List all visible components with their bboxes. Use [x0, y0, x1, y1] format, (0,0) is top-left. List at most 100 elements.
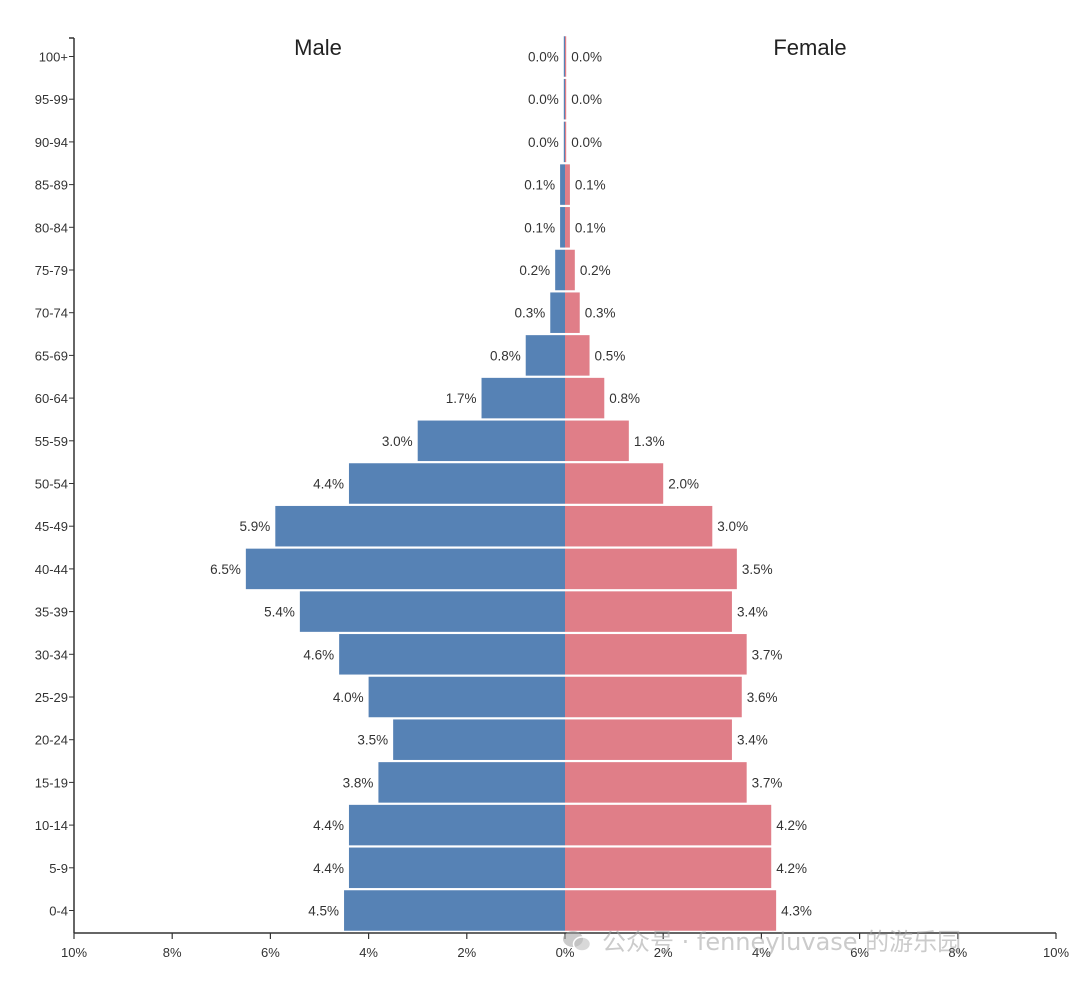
y-tick-label: 55-59 [35, 434, 68, 449]
female-bar-20-24 [565, 719, 732, 760]
female-value-label: 0.2% [580, 263, 611, 278]
male-bar-75-79 [555, 249, 565, 291]
male-value-label: 5.9% [240, 519, 271, 534]
y-tick-label: 70-74 [35, 306, 68, 321]
female-bar-45-49 [565, 505, 713, 547]
male-bar-30-34 [339, 634, 565, 675]
female-bar-15-19 [565, 762, 747, 803]
y-tick-label: 35-39 [35, 605, 68, 620]
female-value-label: 3.0% [717, 519, 748, 534]
male-bar-85-89 [560, 164, 565, 205]
x-tick-label: 8% [948, 945, 967, 960]
y-tick-label: 30-34 [35, 647, 68, 662]
male-bar-0-4 [344, 890, 565, 931]
male-bar-25-29 [368, 676, 565, 718]
x-tick-label: 8% [163, 945, 182, 960]
male-bar-35-39 [299, 591, 565, 632]
x-tick-label: 10% [61, 945, 87, 960]
male-bar-90-94 [563, 121, 565, 163]
x-tick-label: 4% [752, 945, 771, 960]
male-bar-95-99 [563, 78, 565, 120]
male-value-label: 0.0% [528, 50, 559, 65]
y-tick-label: 20-24 [35, 733, 68, 748]
female-value-label: 3.6% [747, 690, 778, 705]
bars-group [245, 36, 777, 931]
y-tick-label: 40-44 [35, 562, 68, 577]
x-tick-label: 4% [359, 945, 378, 960]
male-value-label: 4.4% [313, 861, 344, 876]
male-title: Male [294, 35, 342, 60]
male-value-label: 3.0% [382, 434, 413, 449]
female-value-label: 3.4% [737, 733, 768, 748]
female-bar-80-84 [565, 207, 570, 248]
male-value-label: 3.8% [343, 775, 374, 790]
y-tick-label: 60-64 [35, 391, 68, 406]
male-bar-15-19 [378, 762, 565, 803]
female-bar-50-54 [565, 463, 664, 504]
male-bar-70-74 [550, 292, 565, 333]
female-value-label: 3.7% [752, 647, 783, 662]
female-value-label: 1.3% [634, 434, 665, 449]
x-tick-label: 2% [654, 945, 673, 960]
y-tick-label: 5-9 [49, 861, 68, 876]
female-bar-85-89 [565, 164, 570, 205]
x-tick-label: 0% [556, 945, 575, 960]
male-bar-20-24 [393, 719, 565, 760]
male-bar-50-54 [348, 463, 565, 504]
male-bar-40-44 [245, 548, 565, 590]
female-bar-100+ [565, 36, 567, 77]
y-axis: 0-4 5-9 10-14 15-19 20-24 25-29 30-34 35-39 40-4… [35, 37, 75, 933]
male-value-label: 4.0% [333, 690, 364, 705]
male-bar-80-84 [560, 207, 565, 248]
male-value-label: 0.2% [519, 263, 550, 278]
y-tick-label: 100+ [39, 50, 68, 65]
female-bar-95-99 [565, 78, 567, 120]
female-bar-65-69 [565, 335, 590, 376]
female-value-label: 4.3% [781, 904, 812, 919]
female-bar-75-79 [565, 249, 575, 291]
female-value-label: 3.5% [742, 562, 773, 577]
female-bar-35-39 [565, 591, 732, 632]
y-tick-label: 65-69 [35, 348, 68, 363]
x-tick-label: 2% [457, 945, 476, 960]
female-value-label: 0.0% [571, 92, 602, 107]
y-tick-label: 85-89 [35, 178, 68, 193]
female-value-label: 0.0% [571, 50, 602, 65]
y-tick-label: 25-29 [35, 690, 68, 705]
female-bar-70-74 [565, 292, 580, 333]
x-tick-label: 6% [261, 945, 280, 960]
female-value-label: 4.2% [776, 818, 807, 833]
female-value-label: 0.0% [571, 135, 602, 150]
y-tick-label: 10-14 [35, 818, 68, 833]
y-tick-label: 75-79 [35, 263, 68, 278]
male-bar-55-59 [417, 420, 565, 462]
female-bar-60-64 [565, 377, 605, 419]
male-value-label: 5.4% [264, 605, 295, 620]
male-value-label: 4.5% [308, 904, 339, 919]
male-bar-65-69 [525, 335, 565, 376]
female-title: Female [773, 35, 846, 60]
female-value-label: 0.3% [585, 306, 616, 321]
y-tick-label: 50-54 [35, 477, 68, 492]
male-value-label: 0.1% [524, 178, 555, 193]
male-bar-10-14 [348, 804, 565, 846]
male-bar-100+ [563, 36, 565, 77]
male-value-label: 3.5% [357, 733, 388, 748]
wechat-icon [563, 931, 592, 952]
female-bar-25-29 [565, 676, 742, 718]
male-value-label: 1.7% [446, 391, 477, 406]
y-tick-label: 0-4 [49, 904, 68, 919]
female-value-label: 2.0% [668, 477, 699, 492]
female-value-label: 3.7% [752, 775, 783, 790]
female-value-label: 4.2% [776, 861, 807, 876]
female-bar-30-34 [565, 634, 747, 675]
female-value-label: 0.1% [575, 178, 606, 193]
female-bar-40-44 [565, 548, 737, 590]
male-bar-5-9 [348, 847, 565, 889]
male-value-label: 0.3% [514, 306, 545, 321]
male-value-label: 4.4% [313, 477, 344, 492]
male-value-label: 0.1% [524, 220, 555, 235]
watermark: 公众号 · fenneyluvase 的游乐园 [562, 922, 961, 957]
male-bar-60-64 [481, 377, 565, 419]
